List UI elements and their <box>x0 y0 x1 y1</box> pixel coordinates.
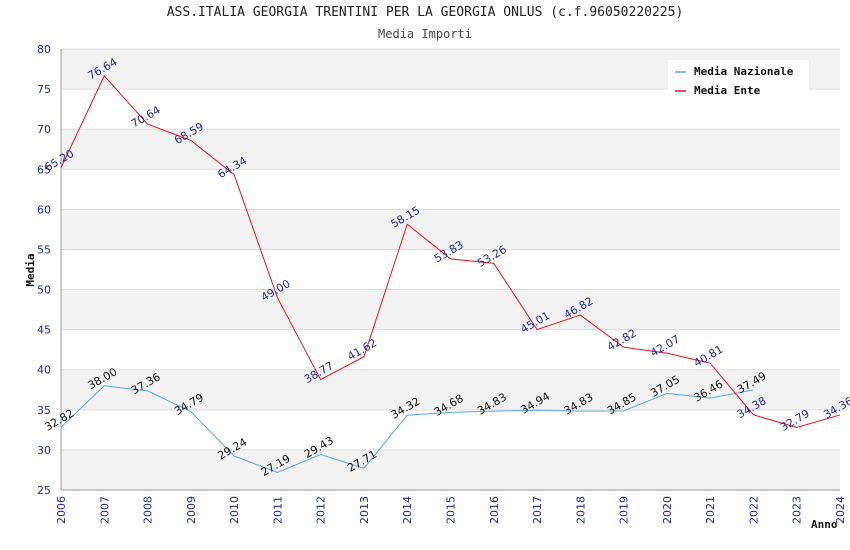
y-tick-label: 40 <box>37 364 51 377</box>
x-tick-label: 2010 <box>228 496 241 524</box>
y-tick-label: 60 <box>37 203 51 216</box>
y-tick-label: 75 <box>37 83 51 96</box>
x-tick-label: 2013 <box>358 496 371 524</box>
x-tick-label: 2014 <box>401 496 414 524</box>
grid-band <box>61 289 840 330</box>
legend-box <box>668 60 809 100</box>
x-tick-label: 2015 <box>445 496 458 524</box>
legend-label-nazionale: Media Nazionale <box>694 65 794 78</box>
x-tick-label: 2022 <box>747 496 760 524</box>
x-tick-label: 2018 <box>574 496 587 524</box>
x-tick-label: 2012 <box>315 496 328 524</box>
axes <box>60 49 840 491</box>
grid-band <box>61 209 840 250</box>
x-tick-label: 2016 <box>488 496 501 524</box>
x-tick-label: 2024 <box>834 496 847 524</box>
grid-band <box>61 329 840 370</box>
x-tick-label: 2008 <box>142 496 155 524</box>
grid-band <box>61 169 840 210</box>
y-tick-label: 25 <box>37 484 51 497</box>
x-tick-label: 2007 <box>98 496 111 524</box>
x-tick-label: 2020 <box>661 496 674 524</box>
grid-band <box>61 249 840 290</box>
x-tick-label: 2017 <box>531 496 544 524</box>
series-line-ente <box>60 75 841 429</box>
grid-band <box>61 129 840 170</box>
chart-subtitle: Media Importi <box>378 27 472 41</box>
legend-label-ente: Media Ente <box>694 84 761 97</box>
series-line-nazionale <box>60 385 754 473</box>
grid-bands <box>61 48 840 491</box>
x-tick-label: 2023 <box>791 496 804 524</box>
grid-band <box>61 409 840 450</box>
x-tick-label: 2021 <box>704 496 717 524</box>
x-tick-label: 2019 <box>618 496 631 524</box>
x-axis-title: Anno <box>811 518 838 531</box>
grid-band <box>61 449 840 490</box>
y-tick-label: 30 <box>37 444 51 457</box>
y-tick-label: 55 <box>37 243 51 256</box>
chart-title: ASS.ITALIA GEORGIA TRENTINI PER LA GEORG… <box>166 5 684 20</box>
x-tick-label: 2011 <box>271 496 284 524</box>
y-tick-label: 65 <box>37 163 51 176</box>
y-tick-label: 35 <box>37 404 51 417</box>
x-tick-label: 2006 <box>55 496 68 524</box>
grid-band <box>61 369 840 410</box>
series-lines <box>60 75 841 473</box>
y-axis-title: Media <box>24 253 37 286</box>
y-tick-label: 50 <box>37 284 51 297</box>
y-tick-label: 80 <box>37 43 51 56</box>
y-tick-label: 45 <box>37 324 51 337</box>
x-tick-label: 2009 <box>185 496 198 524</box>
legend: Media Nazionale Media Ente <box>668 60 809 100</box>
y-tick-label: 70 <box>37 123 51 136</box>
tick-labels: 25 30 35 40 45 50 55 60 65 70 75 80 2006 2007 2008 2009… <box>37 43 847 524</box>
